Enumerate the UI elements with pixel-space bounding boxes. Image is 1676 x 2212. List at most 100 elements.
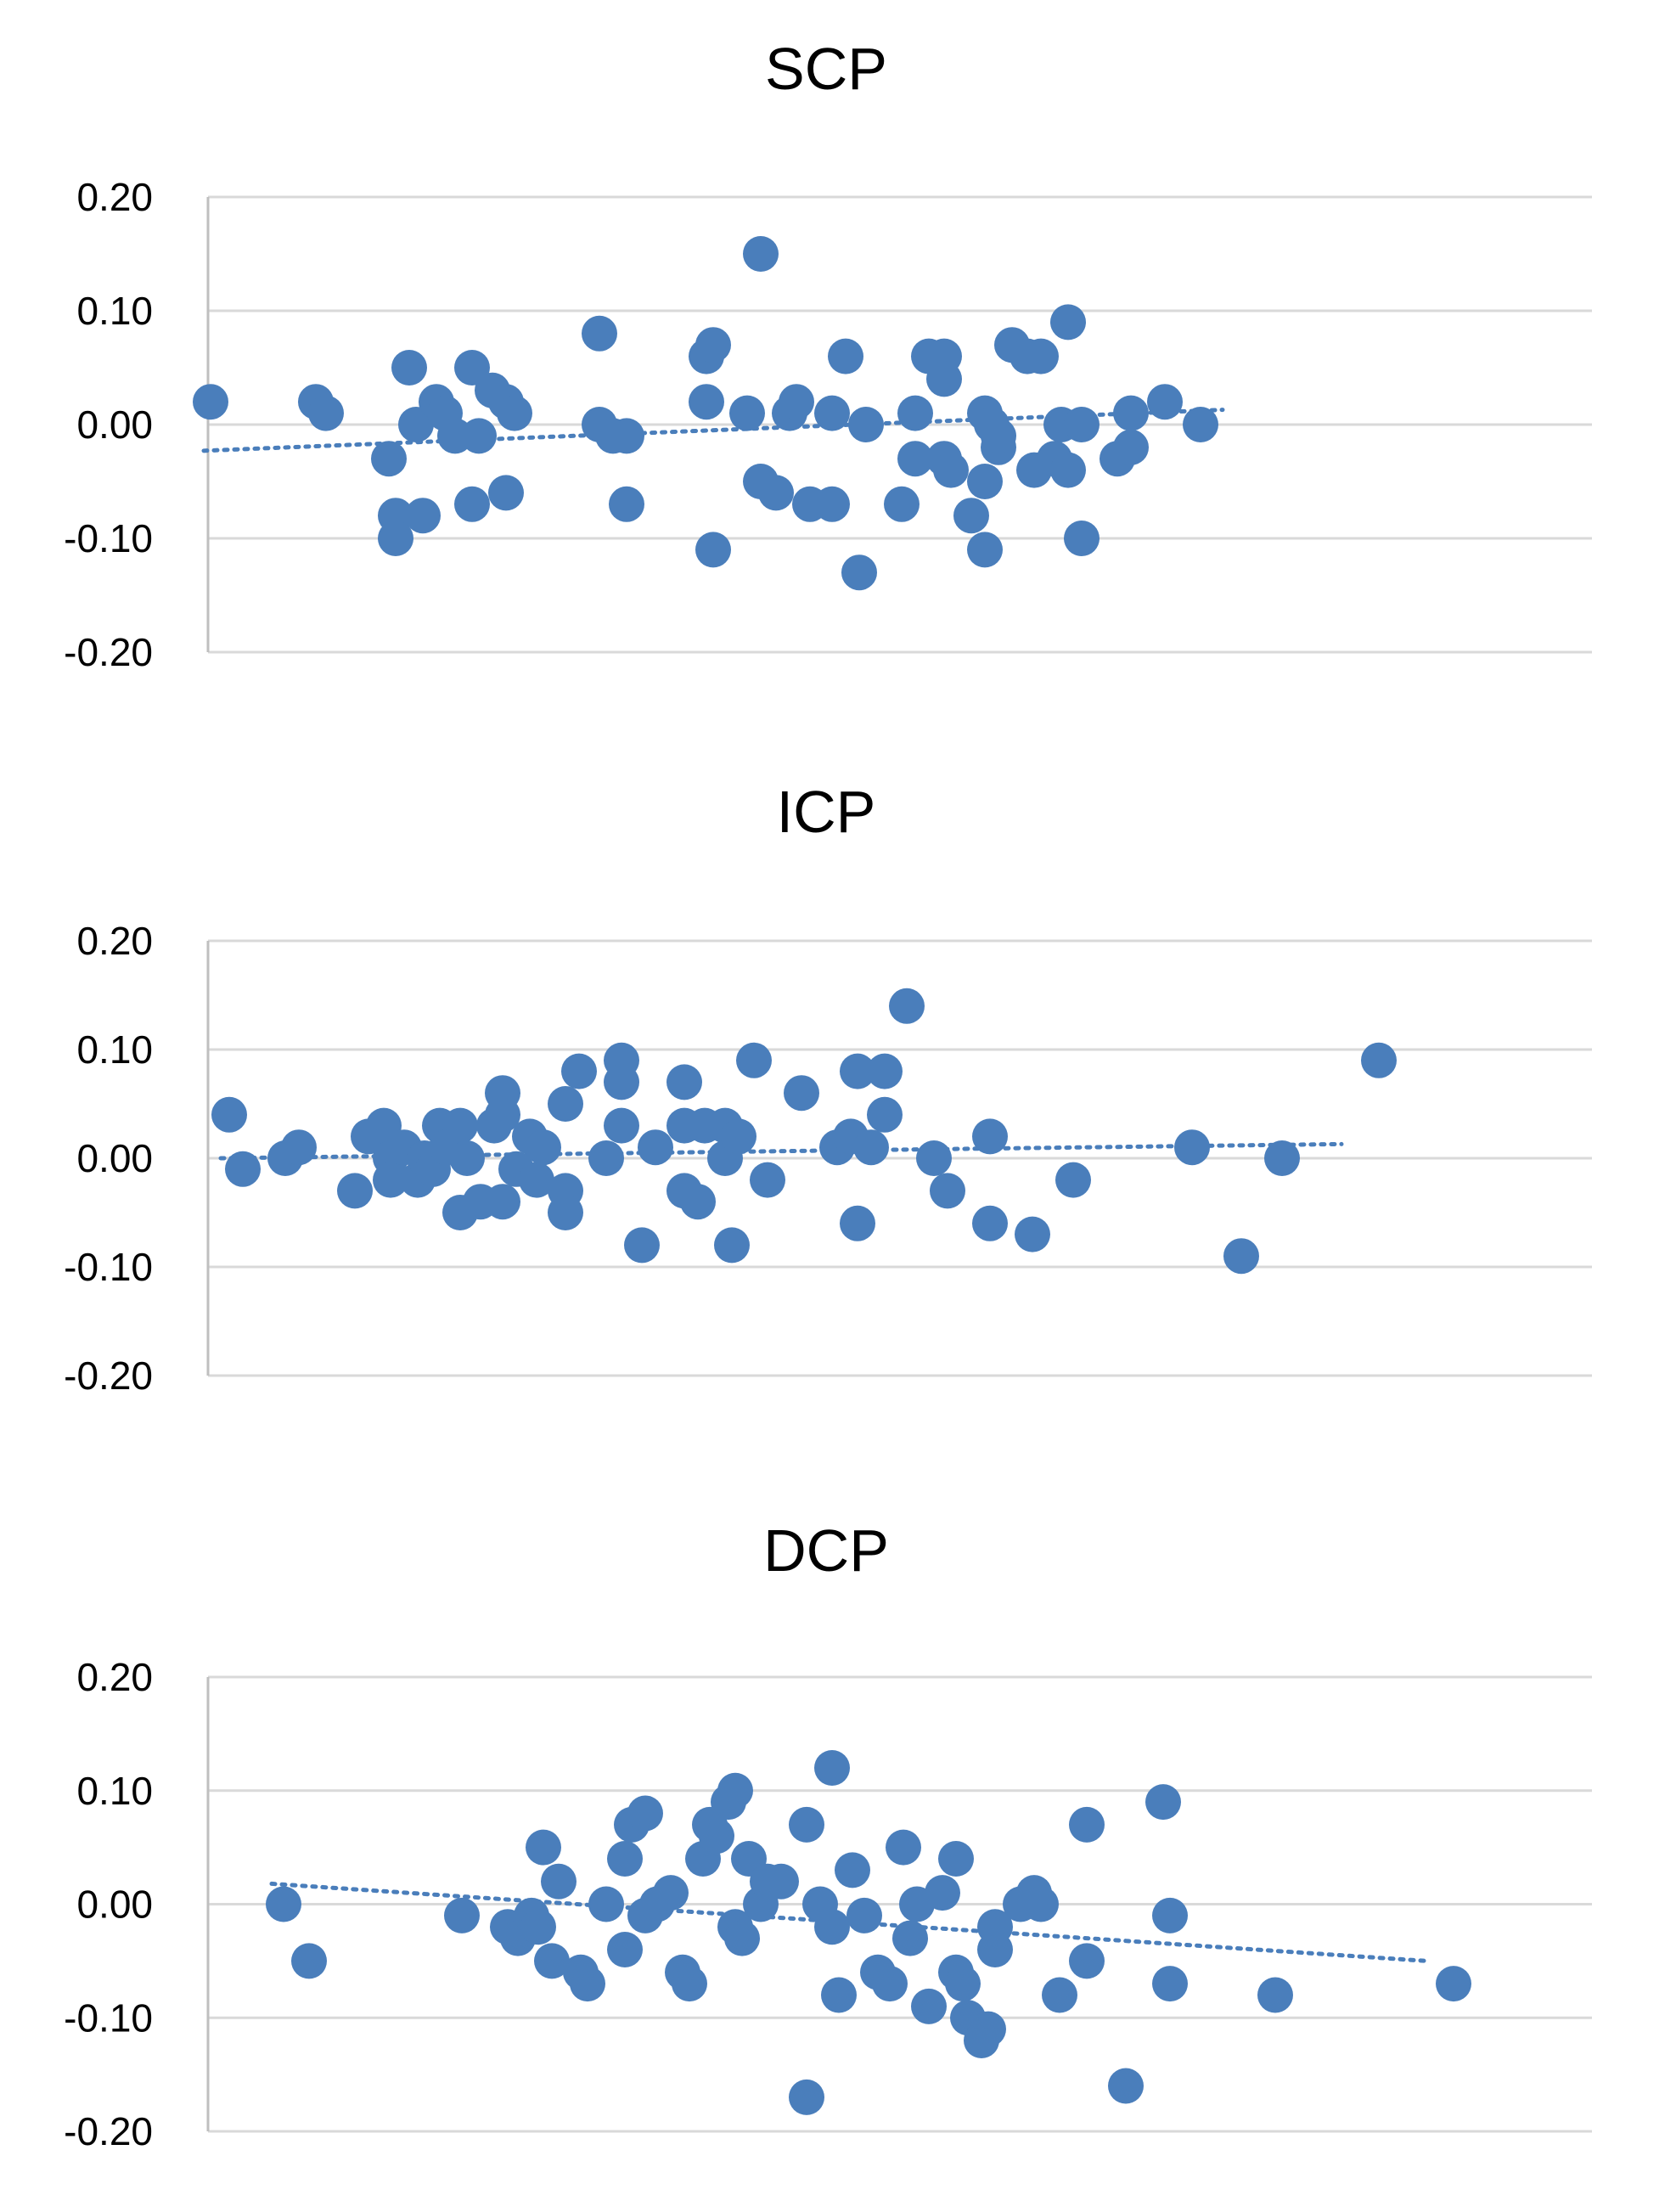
data-point [835, 1852, 870, 1888]
data-point [1152, 1897, 1188, 1933]
data-point [872, 1966, 908, 2002]
data-point [1069, 1806, 1105, 1843]
data-point [867, 1053, 903, 1089]
y-tick-label: -0.10 [64, 1245, 153, 1289]
y-tick-label: 0.10 [76, 1769, 153, 1813]
data-point [916, 1140, 952, 1176]
data-point [398, 407, 434, 442]
y-tick-labels: -0.20 -0.10 0.00 0.10 0.20 [64, 919, 153, 1398]
data-point [729, 395, 765, 431]
data-point [281, 1129, 317, 1166]
scp-chart: SCP -0.20 -0.10 0.00 0.10 0.20 [64, 36, 1592, 674]
data-point [582, 315, 617, 352]
data-point [1064, 407, 1100, 442]
data-point [337, 1173, 373, 1209]
data-points [266, 1750, 1471, 2115]
data-point [892, 1920, 928, 1956]
data-point [1183, 407, 1218, 442]
y-tick-label: 0.20 [76, 175, 153, 219]
data-point [763, 1863, 799, 1900]
data-point [821, 1977, 857, 2013]
data-point [548, 1086, 583, 1122]
data-point [828, 338, 863, 374]
data-point [784, 1075, 819, 1112]
y-tick-label: -0.20 [64, 630, 153, 674]
data-point [967, 464, 1003, 499]
data-point [405, 498, 441, 534]
data-point [840, 1205, 875, 1241]
data-point [897, 395, 933, 431]
y-tick-label: -0.20 [64, 1354, 153, 1398]
data-point [449, 1140, 485, 1176]
data-point [373, 1162, 408, 1198]
data-point [193, 384, 228, 420]
data-point [925, 1875, 960, 1911]
data-point [638, 1129, 673, 1166]
data-point [624, 1227, 660, 1264]
chart-title: SCP [765, 36, 887, 102]
data-point [1042, 1977, 1077, 2013]
data-point [1113, 395, 1149, 431]
chart-title: DCP [763, 1517, 889, 1584]
data-point [970, 2011, 1006, 2047]
data-point [867, 1096, 903, 1133]
data-point [789, 2079, 824, 2115]
data-point [814, 395, 850, 431]
data-point [1223, 1238, 1259, 1275]
data-point [680, 1184, 716, 1220]
data-point [841, 554, 877, 591]
y-tick-label: 0.00 [76, 402, 153, 447]
data-point [391, 350, 427, 386]
data-point [442, 1107, 478, 1144]
data-point [721, 1118, 756, 1155]
data-point [561, 1053, 597, 1089]
data-point [454, 350, 490, 386]
data-point [789, 1806, 824, 1843]
data-point [695, 327, 731, 363]
data-point [378, 521, 413, 556]
data-point [1152, 1966, 1188, 2002]
data-point [736, 1042, 772, 1078]
data-point [714, 1227, 750, 1264]
data-point [485, 1184, 520, 1220]
data-point [814, 486, 850, 522]
data-point [743, 236, 779, 272]
data-point [666, 1064, 702, 1100]
data-point [840, 1053, 875, 1089]
data-point [930, 1173, 965, 1209]
data-point [604, 1064, 639, 1100]
data-point [526, 1829, 561, 1866]
data-point [225, 1151, 261, 1187]
data-point [1361, 1042, 1397, 1078]
data-point [699, 1818, 734, 1855]
data-point [461, 418, 497, 454]
data-point [695, 532, 731, 568]
data-point [454, 486, 490, 522]
data-point [1113, 429, 1149, 465]
chart-title: ICP [777, 779, 876, 845]
data-point [588, 1140, 624, 1176]
data-point [444, 1897, 480, 1933]
y-tick-labels: -0.20 -0.10 0.00 0.10 0.20 [64, 1655, 153, 2153]
data-point [853, 1129, 889, 1166]
data-point [933, 452, 969, 488]
data-point [1015, 1216, 1050, 1252]
data-point [211, 1096, 247, 1133]
data-point [1147, 384, 1183, 420]
data-point [814, 1750, 850, 1786]
data-point [717, 1772, 753, 1809]
data-point [981, 418, 1016, 454]
y-tick-label: 0.00 [76, 1883, 153, 1927]
icp-chart: ICP -0.20 -0.10 0.00 0.10 0.20 [64, 779, 1592, 1398]
data-point [653, 1875, 689, 1911]
data-point [1064, 521, 1100, 556]
data-point [972, 1205, 1008, 1241]
y-tick-label: -0.20 [64, 2109, 153, 2153]
data-point [972, 1118, 1008, 1155]
data-point [672, 1966, 707, 2002]
data-point [497, 395, 532, 431]
data-point [488, 475, 524, 511]
data-point [884, 486, 920, 522]
data-point [607, 1932, 643, 1967]
data-point [485, 1096, 520, 1133]
